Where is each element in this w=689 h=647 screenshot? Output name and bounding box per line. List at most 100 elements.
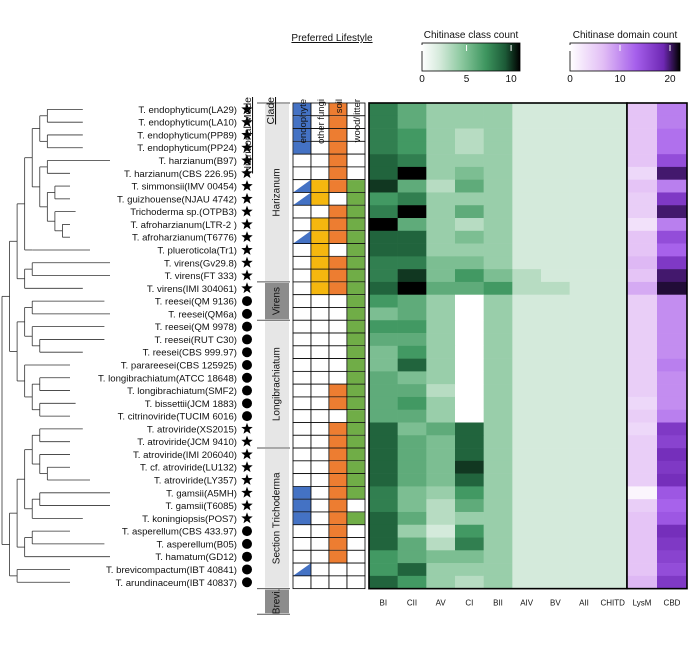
lifestyle-cell — [328, 307, 348, 321]
lifestyle-cell — [292, 524, 312, 538]
class-cell — [569, 460, 599, 474]
lifestyle-cell-fill — [347, 371, 365, 384]
nutritional-star-marker — [241, 448, 253, 460]
lifestyle-cell — [310, 537, 330, 551]
class-cell — [455, 115, 484, 129]
lifestyle-cell — [328, 575, 348, 590]
class-cell — [512, 499, 542, 513]
class-cell — [426, 115, 456, 129]
lifestyle-cell — [292, 153, 312, 168]
class-cell — [512, 141, 542, 155]
strain-label: T. afroharzianum(T6776) — [132, 233, 237, 244]
nutritional-star-marker — [241, 461, 253, 473]
class-cell — [569, 396, 599, 411]
class-cell — [426, 294, 456, 308]
class-cell — [483, 103, 513, 117]
class-cell — [598, 511, 628, 526]
class-cell — [455, 473, 484, 487]
lifestyle-cell-fill — [329, 474, 347, 486]
class-cell — [426, 154, 456, 168]
strain-label: T. koningiopsis(POS7) — [142, 514, 237, 525]
domain-heatmap-frame — [626, 102, 688, 590]
domain-cell — [627, 384, 658, 398]
domain-cell — [627, 103, 658, 117]
class-cell — [455, 396, 484, 411]
lifestyle-cell — [292, 294, 312, 308]
lifestyle-cell — [310, 204, 330, 219]
class-legend-tick-label: 0 — [419, 74, 425, 85]
class-cell — [598, 205, 628, 219]
nutritional-star-marker — [241, 116, 253, 128]
class-cell — [569, 524, 599, 538]
class-cell — [483, 320, 513, 334]
strain-label: T. simmonsii(IMV 00454) — [131, 182, 237, 193]
class-cell — [426, 358, 456, 372]
class-cell — [426, 422, 456, 436]
class-cell — [569, 371, 599, 385]
class-cell — [541, 256, 570, 270]
class-cell — [397, 499, 427, 513]
class-cell — [426, 256, 456, 270]
lifestyle-cell-fill — [347, 256, 365, 269]
class-cell — [569, 486, 599, 500]
lifestyle-cell — [328, 319, 348, 334]
class-cell — [598, 550, 628, 564]
domain-cell — [657, 435, 688, 449]
class-cell — [483, 499, 513, 513]
class-cell — [369, 230, 398, 244]
class-cell — [569, 103, 599, 117]
class-cell — [369, 320, 398, 334]
class-cell — [369, 422, 398, 436]
class-cell — [569, 448, 599, 462]
domain-cell — [627, 537, 658, 551]
lifestyle-cell-fill — [347, 397, 365, 410]
class-cell — [512, 103, 542, 117]
class-cell — [483, 537, 513, 551]
nutritional-circle-marker — [242, 385, 252, 396]
class-cell — [512, 486, 542, 500]
lifestyle-cell-fill — [329, 103, 347, 116]
lifestyle-cell — [310, 434, 330, 449]
class-cell — [483, 307, 513, 321]
nutritional-star-marker — [241, 218, 253, 230]
lifestyle-cell-fill — [329, 461, 347, 474]
domain-cell — [627, 179, 658, 193]
legends: Chitinase class count 0 5 10 Chitinase domai… — [419, 30, 681, 85]
class-cell — [397, 409, 427, 423]
nutritional-circle-marker — [242, 398, 252, 409]
lifestyle-cell-fill — [347, 474, 365, 486]
lifestyle-cell-fill — [293, 499, 311, 512]
class-cell — [369, 435, 398, 449]
class-cell — [541, 269, 570, 283]
lifestyle-cell-fill — [329, 525, 347, 538]
domain-cell — [627, 550, 658, 564]
strain-label: T. citrinoviride(TUCIM 6016) — [118, 412, 237, 423]
lifestyle-cell-fill — [329, 180, 347, 193]
domain-cell — [657, 575, 688, 589]
class-cell — [512, 422, 542, 436]
class-cell — [369, 166, 398, 180]
class-cell — [512, 358, 542, 372]
class-cell — [483, 218, 513, 232]
class-cell — [455, 486, 484, 500]
class-cell — [397, 256, 427, 270]
class-cell — [512, 435, 542, 449]
class-cell — [569, 345, 599, 359]
class-cell — [426, 396, 456, 411]
class-cell — [512, 563, 542, 577]
class-cell — [483, 409, 513, 423]
domain-cell — [657, 205, 688, 219]
class-cell — [426, 192, 456, 206]
lifestyle-cell-fill — [347, 448, 365, 461]
strain-label: T. asperellum(CBS 433.97) — [122, 527, 237, 538]
class-cell — [541, 396, 570, 411]
class-cell — [569, 269, 599, 283]
class-cell — [455, 575, 484, 589]
clade-label: Virens — [272, 287, 283, 315]
lifestyle-cell-fill — [293, 116, 311, 129]
domain-cell — [627, 205, 658, 219]
lifestyle-cell — [292, 307, 312, 321]
class-cell — [598, 333, 628, 347]
lifestyle-cell-fill — [347, 422, 365, 435]
class-cell — [426, 103, 456, 117]
